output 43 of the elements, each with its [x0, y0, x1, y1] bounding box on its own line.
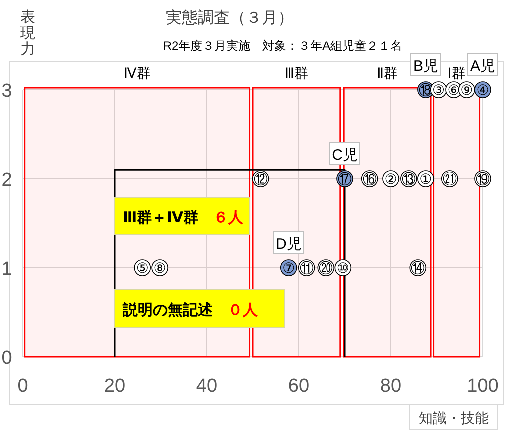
- data-label: ⑯: [362, 171, 377, 187]
- x-tick-label: 60: [288, 376, 310, 397]
- data-label: ⑲: [476, 171, 490, 187]
- data-label: ⑥: [448, 82, 460, 98]
- x-tick-label: 0: [18, 376, 28, 397]
- data-label: ①: [420, 171, 432, 187]
- data-label: ⑪: [300, 260, 314, 276]
- chart-subtitle: R2年度３月実施 対象：３年A組児童２１名: [163, 39, 403, 53]
- data-label: ⑰: [338, 171, 352, 187]
- data-label: ⑤: [136, 260, 149, 276]
- x-tick-label: 80: [380, 376, 402, 397]
- data-label: ⑳: [319, 260, 334, 276]
- data-label: ②: [384, 171, 398, 187]
- annotation: D児: [276, 236, 302, 253]
- y-tick-label: 1: [2, 259, 12, 280]
- y-tick-label: 3: [2, 81, 12, 102]
- annotation: C児: [332, 147, 358, 164]
- x-tick-label: 40: [196, 376, 218, 397]
- data-label: ⑧: [154, 260, 166, 276]
- data-label: ⑩: [336, 260, 350, 276]
- y-axis-title: 表現力: [20, 9, 36, 58]
- band-label: Ⅳ群: [124, 65, 151, 81]
- band-label: Ⅱ群: [377, 65, 398, 81]
- data-label: ⑬: [402, 171, 416, 187]
- data-label: ㉑: [442, 171, 457, 187]
- annotation: 説明の無記述 ０人: [122, 302, 259, 319]
- band-label: Ⅰ群: [448, 65, 466, 81]
- data-label: ⑨: [460, 82, 474, 98]
- data-label: ⑭: [411, 260, 426, 276]
- data-label: ⑫: [254, 171, 268, 187]
- data-label: ⑦: [282, 260, 296, 276]
- x-tick-label: 100: [467, 376, 499, 397]
- annotation: Ⅲ群＋Ⅳ群 ６人: [123, 210, 245, 226]
- data-label: ④: [476, 82, 490, 98]
- x-tick-label: 20: [104, 376, 126, 397]
- x-axis-title: 知識・技能: [419, 410, 489, 426]
- chart-title: 実態調査（３月）: [166, 9, 294, 27]
- y-tick-label: 0: [2, 348, 12, 369]
- annotation: A児: [470, 58, 496, 75]
- y-tick-label: 2: [2, 170, 12, 191]
- annotation: B児: [413, 58, 438, 75]
- data-label: ③: [432, 82, 446, 98]
- band-label: Ⅲ群: [284, 65, 309, 81]
